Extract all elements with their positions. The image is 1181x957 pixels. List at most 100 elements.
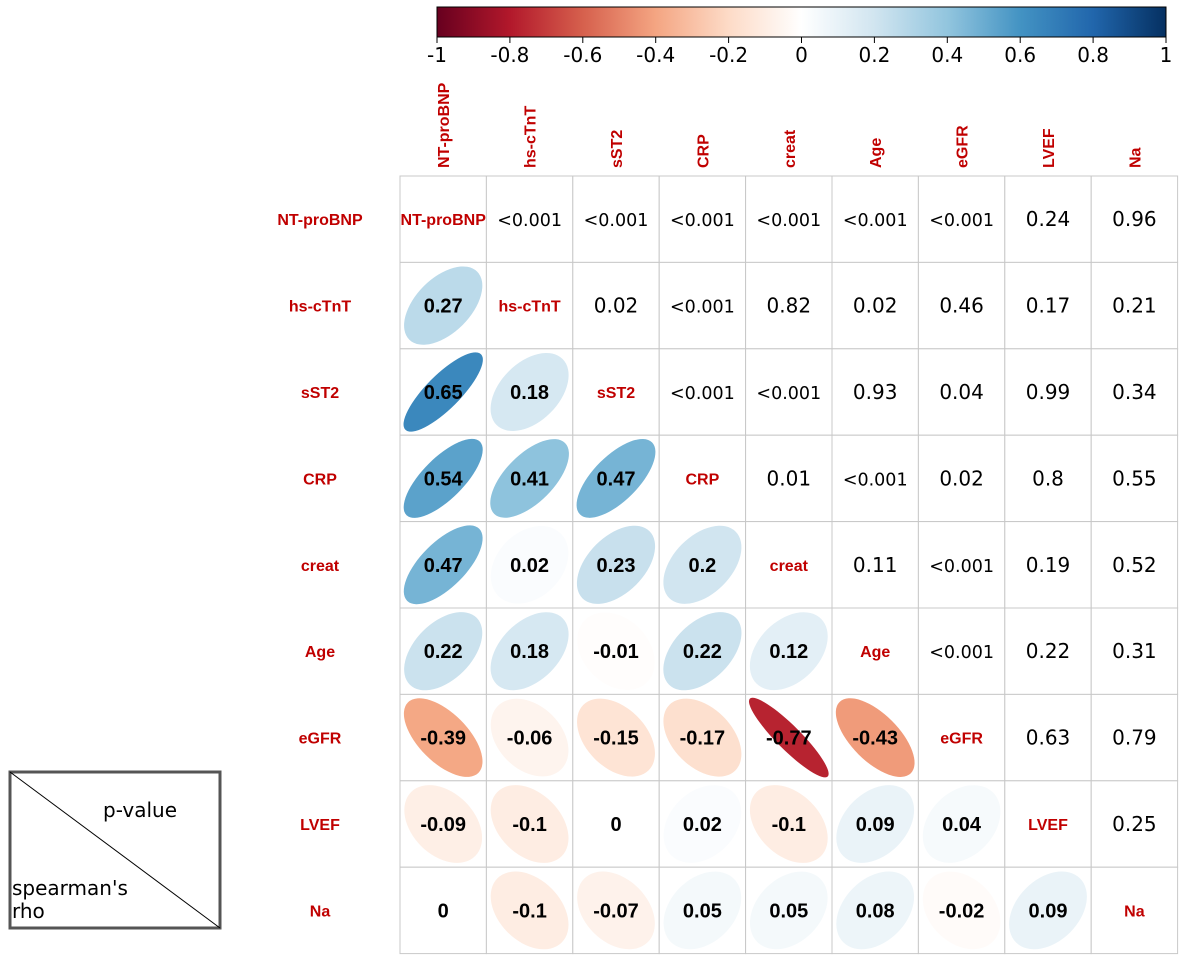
- rho-value: -0.07: [593, 900, 639, 922]
- rho-cell: -0.15: [572, 693, 660, 782]
- pvalue-text: 0.34: [1112, 380, 1157, 404]
- pvalue-text: 0.46: [939, 294, 984, 318]
- rho-ellipse: [490, 439, 569, 518]
- rho-cell: 0: [399, 866, 487, 955]
- pvalue-cell-border: [1004, 348, 1092, 436]
- pvalue-cell-border: [917, 521, 1006, 609]
- rho-ellipse: [749, 785, 828, 863]
- rho-cell: -0.01: [572, 607, 660, 695]
- pvalue-cell: 0.02: [831, 261, 919, 350]
- pvalue-cell: 0.01: [745, 434, 833, 523]
- pvalue-cell: 0.8: [1004, 434, 1092, 523]
- diagonal-cell: CRP: [658, 434, 747, 523]
- pvalue-text: 0.17: [1026, 294, 1071, 318]
- rho-value: -0.77: [766, 728, 812, 750]
- colorbar-tick-label: 0.8: [1077, 43, 1109, 67]
- row-labels: NT-proBNP hs-cTnT sST2 CRP creat Age eGFR LVEF N…: [277, 212, 363, 920]
- pvalue-cell: 0.02: [917, 434, 1006, 523]
- rho-ellipse: [577, 785, 655, 863]
- rho-value: -0.02: [939, 900, 985, 922]
- pvalue-text: <0.001: [929, 211, 994, 231]
- rho-cell: -0.07: [572, 866, 660, 955]
- rho-ellipse: [663, 698, 742, 777]
- rho-ellipse: [490, 526, 569, 604]
- rho-value: 0.09: [856, 814, 895, 836]
- rho-cell: 0.27: [399, 261, 487, 350]
- pvalue-cell: 0.79: [1090, 693, 1179, 782]
- rho-cell: -0.43: [831, 693, 919, 782]
- rho-value: -0.1: [772, 814, 806, 836]
- rho-cell: -0.77: [745, 693, 833, 782]
- rho-ellipse: [404, 871, 482, 950]
- rho-ellipse: [404, 785, 483, 863]
- rho-ellipse: [663, 785, 742, 863]
- rho-cell: 0.22: [658, 607, 747, 695]
- pvalue-cell: <0.001: [917, 175, 1006, 263]
- pvalue-cell-border: [1090, 434, 1179, 523]
- column-label: eGFR: [955, 125, 972, 168]
- rho-ellipse: [663, 525, 742, 604]
- pvalue-cell-border: [745, 175, 833, 263]
- pvalue-cell-border: [572, 261, 660, 350]
- pvalue-cell: <0.001: [658, 175, 747, 263]
- diagonal-label: Na: [1124, 903, 1145, 920]
- pvalue-cell: 0.02: [572, 261, 660, 350]
- row-label: eGFR: [299, 731, 342, 748]
- rho-value: 0.02: [510, 555, 549, 577]
- rho-value: -0.06: [507, 728, 553, 750]
- rho-ellipse: [577, 612, 655, 690]
- pvalue-text: 0.82: [767, 294, 812, 318]
- rho-ellipse: [490, 612, 569, 691]
- rho-cell: -0.1: [745, 780, 833, 868]
- rho-cell: 0.12: [745, 607, 833, 695]
- colorbar-tick-label: -0.4: [636, 43, 675, 67]
- column-label: NT-proBNP: [436, 82, 453, 168]
- pvalue-text: 0.02: [594, 294, 639, 318]
- pvalue-cell: 0.11: [831, 521, 919, 609]
- rho-value: 0.09: [1029, 900, 1068, 922]
- colorbar-tick-label: 0.2: [858, 43, 890, 67]
- pvalue-cell: 0.55: [1090, 434, 1179, 523]
- column-label: hs-cTnT: [523, 106, 540, 168]
- colorbar-tick-label: -1: [427, 43, 447, 67]
- rho-cell: 0.65: [399, 348, 487, 436]
- rho-value: 0.02: [683, 814, 722, 836]
- pvalue-cell-border: [1090, 261, 1179, 350]
- column-label: creat: [782, 129, 799, 168]
- rho-cell: 0.05: [745, 866, 833, 955]
- rho-cell: 0.02: [658, 780, 747, 868]
- pvalue-text: 0.63: [1026, 726, 1071, 750]
- rho-cell: -0.1: [485, 780, 574, 868]
- pvalue-cell: 0.99: [1004, 348, 1092, 436]
- rho-ellipse: [404, 612, 483, 691]
- pvalue-cell: 0.46: [917, 261, 1006, 350]
- legend-lower-text-line1: spearman's: [12, 876, 128, 900]
- colorbar-tick-label: -0.2: [709, 43, 748, 67]
- colorbar-gradient: [436, 6, 1167, 38]
- rho-ellipse: [663, 871, 742, 950]
- pvalue-cell: <0.001: [745, 175, 833, 263]
- rho-value: 0.41: [510, 468, 549, 490]
- pvalue-cell-border: [745, 261, 833, 350]
- pvalue-cell: 0.34: [1090, 348, 1179, 436]
- rho-cell: 0.02: [485, 521, 574, 609]
- rho-value: 0.2: [688, 555, 716, 577]
- row-label: LVEF: [300, 817, 340, 834]
- rho-ellipse: [922, 785, 1001, 863]
- diagonal-cell-border: [399, 175, 487, 263]
- diagonal-cell: Age: [831, 607, 919, 695]
- pvalue-cell-border: [1090, 607, 1179, 695]
- rho-ellipse: [403, 525, 483, 605]
- diagonal-label: NT-proBNP: [401, 212, 487, 229]
- column-label: CRP: [695, 134, 712, 168]
- rho-cell: 0.22: [399, 607, 487, 695]
- pvalue-cell-border: [745, 348, 833, 436]
- legend-lower-text-line2: rho: [12, 899, 45, 923]
- colorbar-tick-label: -0.8: [490, 43, 529, 67]
- pvalue-cell: 0.93: [831, 348, 919, 436]
- rho-value: -0.15: [593, 728, 639, 750]
- rho-cell: 0.18: [485, 607, 574, 695]
- pvalue-cell: <0.001: [745, 348, 833, 436]
- diagonal-cell-border: [658, 434, 747, 523]
- pvalue-cell-border: [1004, 693, 1092, 782]
